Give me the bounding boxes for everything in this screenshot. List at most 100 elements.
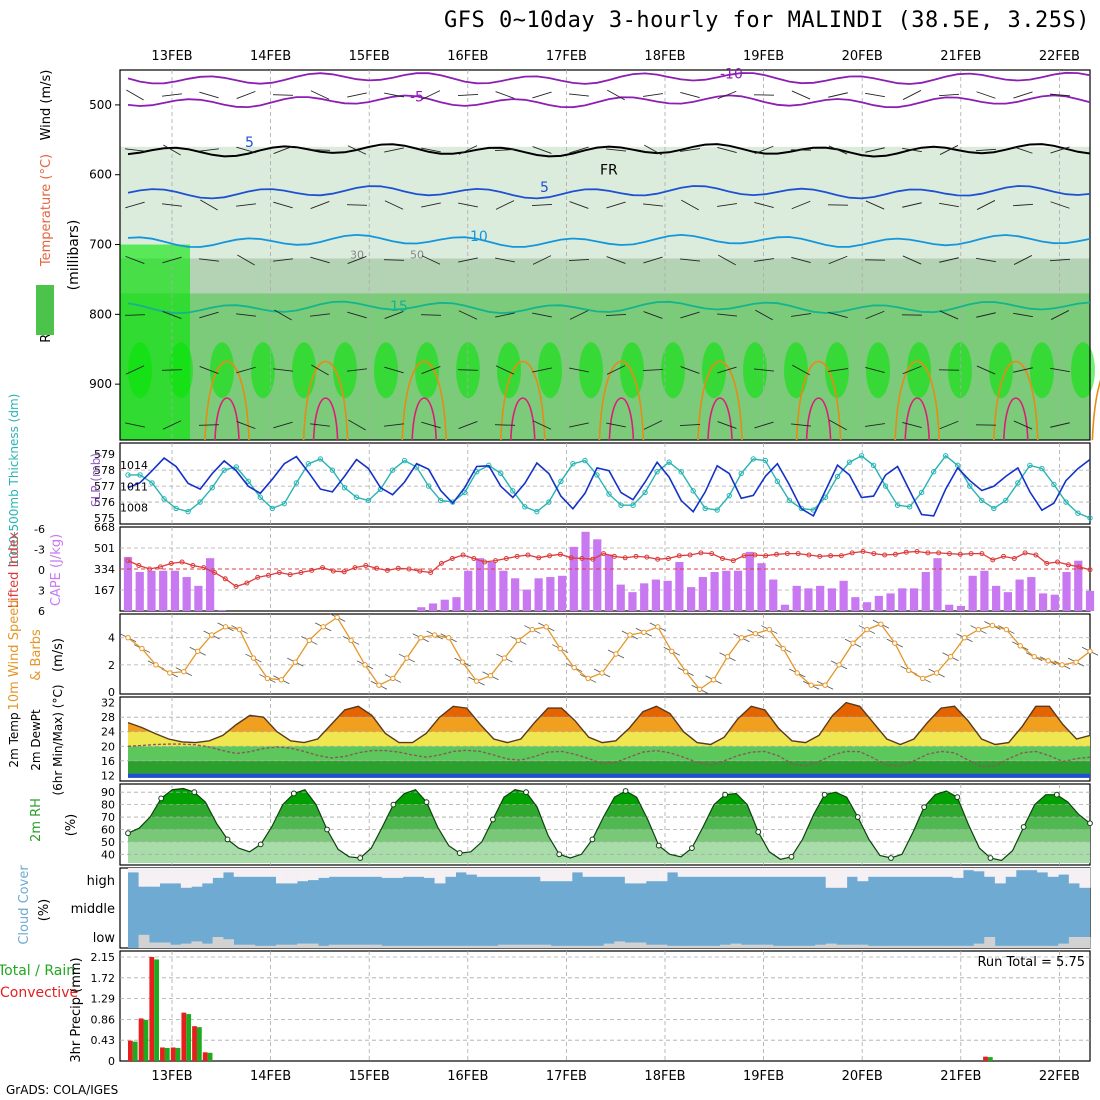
thickness-point [173, 505, 179, 512]
y-axis-label: 2m RH [29, 798, 44, 842]
cape-bar [804, 588, 813, 611]
precip-total-bar [192, 1026, 197, 1061]
li-point [449, 556, 455, 561]
li-point [871, 551, 877, 557]
cloud-high-bar [952, 868, 964, 878]
wind-barb [200, 199, 218, 211]
cloud-high-bar [339, 868, 351, 877]
wind-barb [199, 258, 219, 262]
top-day-label: 13FEB [151, 49, 192, 64]
thickness-point [305, 461, 312, 467]
cloud-high-bar [286, 868, 298, 884]
y-axis-label: CAPE (J/kg) [49, 534, 64, 606]
warm-contour [795, 360, 842, 441]
thickness-point [774, 478, 781, 485]
li-point [1065, 562, 1071, 568]
wind10-point [1073, 659, 1079, 665]
cape-bar [816, 585, 825, 611]
cloud-high-bar [276, 868, 287, 884]
wind10-point [557, 645, 563, 652]
thickness-point [1003, 497, 1009, 504]
wind-barb [976, 312, 996, 318]
thickness-point [666, 459, 672, 465]
wind-barb [791, 256, 811, 264]
wind-barb [754, 368, 774, 372]
cloud-high-bar [646, 868, 657, 882]
cape-bar [628, 592, 637, 611]
wind-barb [125, 422, 145, 428]
cloud-high-bar [730, 868, 742, 877]
precip-conv-bar [196, 1027, 202, 1061]
li-point [222, 576, 228, 582]
li-point [330, 568, 336, 574]
cloud-high-bar [392, 868, 404, 878]
li-point [568, 555, 574, 561]
wind-barb [1050, 310, 1070, 320]
cape-bar [170, 570, 180, 611]
cloud-low-bar [635, 942, 647, 948]
li-point [384, 567, 390, 573]
cloud-high-bar [920, 868, 932, 877]
wind-barb [495, 365, 515, 375]
cloud-low-bar [286, 944, 298, 948]
cloud-low-bar [572, 945, 583, 948]
wind-barb [237, 254, 255, 266]
wind10-point [1003, 626, 1010, 633]
li-point [255, 574, 261, 580]
wind-barb [273, 145, 293, 155]
isotherm-line [127, 233, 1091, 248]
li-point [914, 549, 920, 554]
cloud-high-bar [572, 868, 583, 873]
cloud-high-bar [476, 868, 488, 877]
isotherm-label: 15 [390, 299, 408, 315]
y-axis-label: (m/s) [51, 638, 66, 672]
bottom-day-label: 22FEB [1039, 1069, 1080, 1084]
wind-barb [162, 420, 182, 430]
rh-moist-cell [948, 342, 972, 399]
wind-barb [311, 364, 329, 376]
cape-bar [1085, 590, 1095, 611]
cloud-high-bar [878, 868, 890, 877]
cape-bar [1015, 579, 1024, 611]
li-point [125, 558, 131, 564]
cape-bar [780, 604, 790, 611]
cloud-high-bar [159, 868, 171, 884]
wind-barb [273, 258, 293, 262]
rh2m-point [191, 789, 198, 796]
wind-barb [273, 421, 293, 429]
wind-barb [1012, 203, 1034, 207]
t2m-tick-label: 32 [101, 697, 115, 710]
wind-barb [161, 369, 183, 371]
li-point [438, 560, 444, 566]
wind-barb [310, 256, 330, 264]
wind10-point [306, 637, 312, 644]
cloud-low-bar [931, 945, 943, 948]
wind10-point [195, 648, 201, 654]
top-day-label: 15FEB [349, 49, 390, 64]
cloud-low-bar [402, 945, 414, 948]
precip-total-bar [181, 1012, 187, 1061]
wind-barb [199, 365, 219, 375]
cloud-low-bar [709, 945, 721, 948]
li-point [622, 555, 628, 561]
cape-bar [546, 577, 555, 611]
cloud-low-bar [307, 943, 319, 948]
cloud-low-bar [233, 944, 245, 948]
wind-barb [1013, 91, 1033, 99]
cloud-high-bar [994, 868, 1006, 884]
thickness-point [269, 505, 275, 512]
cloud-high-bar [783, 868, 795, 877]
hot-contour [707, 397, 733, 441]
cloud-low-bar [677, 945, 689, 948]
cloud-high-bar [1058, 868, 1070, 875]
cape-bar [581, 531, 590, 611]
warm-contour [1091, 379, 1100, 441]
wind-barb [754, 421, 774, 429]
rh-band [128, 817, 1090, 830]
wind-barb [236, 146, 256, 154]
wind-barb [495, 312, 515, 318]
wind-barb [384, 200, 404, 210]
wind-barb [976, 365, 996, 375]
cloud-low-bar [445, 945, 457, 948]
cloud-high-bar [677, 868, 689, 877]
